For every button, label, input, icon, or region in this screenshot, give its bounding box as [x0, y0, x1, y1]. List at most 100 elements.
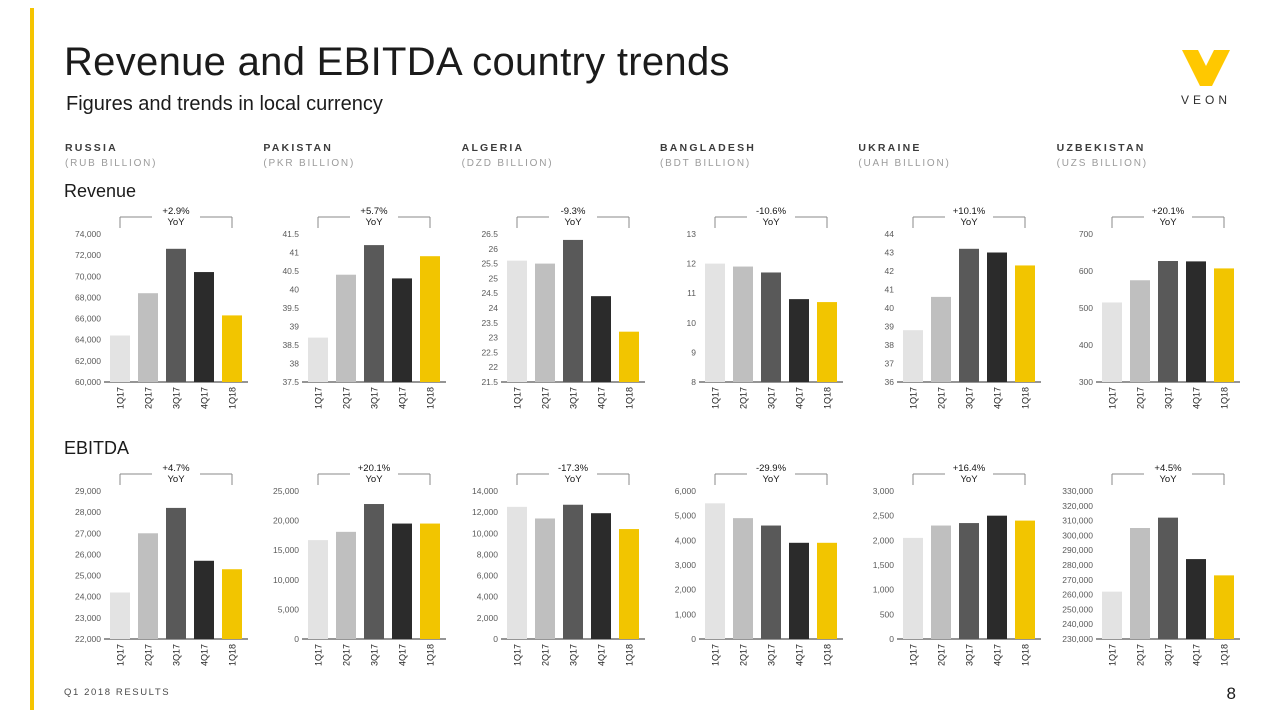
yoy-label: +10.1% YoY — [953, 206, 986, 228]
x-tick-label: 3Q17 — [568, 387, 578, 409]
y-tick-label: 3,000 — [675, 560, 697, 570]
country-unit: (DZD BILLION) — [461, 158, 554, 169]
country-name: PAKISTAN — [263, 142, 334, 154]
country-name: UZBEKISTAN — [1056, 142, 1146, 154]
y-tick-label: 25,000 — [273, 486, 299, 496]
yoy-label: +4.5% YoY — [1154, 463, 1182, 485]
bar-1q17 — [1101, 302, 1122, 382]
bar-4q17 — [590, 296, 611, 382]
y-tick-label: 38 — [885, 340, 895, 350]
y-tick-label: 22,000 — [75, 634, 101, 644]
y-tick-label: 23.5 — [481, 318, 498, 328]
bar-1q17 — [704, 503, 725, 639]
y-tick-label: 1,500 — [873, 560, 895, 570]
y-tick-label: 38 — [290, 359, 300, 369]
y-tick-label: 26 — [488, 244, 498, 254]
x-tick-label: 4Q17 — [993, 644, 1003, 666]
y-tick-label: 0 — [493, 634, 498, 644]
country-unit: (BDT BILLION) — [659, 158, 751, 169]
yoy-label: -10.6% YoY — [756, 206, 787, 228]
x-tick-label: 1Q17 — [116, 387, 126, 409]
x-tick-label: 2Q17 — [937, 644, 947, 666]
y-tick-label: 40.5 — [283, 266, 300, 276]
veon-logo: VEON — [1174, 50, 1238, 107]
y-tick-label: 26,000 — [75, 549, 101, 559]
bar-1q18 — [816, 542, 837, 639]
bar-4q17 — [987, 252, 1008, 382]
y-tick-label: 310,000 — [1062, 516, 1093, 526]
y-tick-label: 66,000 — [75, 314, 101, 324]
bar-1q18 — [618, 529, 639, 639]
x-tick-label: 2Q17 — [738, 644, 748, 666]
y-tick-label: 400 — [1078, 340, 1092, 350]
y-tick-label: 26.5 — [481, 229, 498, 239]
yoy-bracket — [516, 216, 630, 228]
x-tick-label: 4Q17 — [1191, 387, 1201, 409]
y-tick-label: 20,000 — [273, 516, 299, 526]
bar-2q17 — [732, 266, 753, 382]
y-tick-label: 260,000 — [1062, 590, 1093, 600]
y-tick-label: 36 — [885, 377, 895, 387]
y-tick-label: 8,000 — [476, 549, 498, 559]
y-tick-label: 2,000 — [476, 613, 498, 623]
bar-3q17 — [166, 248, 186, 382]
bar-3q17 — [760, 525, 781, 639]
bar-1q18 — [816, 302, 837, 382]
yoy-bracket — [714, 216, 828, 228]
bar-2q17 — [732, 518, 753, 639]
y-tick-label: 23 — [488, 333, 498, 343]
y-tick-label: 500 — [880, 609, 894, 619]
y-tick-label: 39 — [290, 322, 300, 332]
country-header-uzbekistan: UZBEKISTAN (UZS BILLION) — [1052, 142, 1250, 169]
country-name: BANGLADESH — [659, 142, 757, 154]
x-tick-label: 4Q17 — [794, 644, 804, 666]
yoy-label: +5.7% YoY — [361, 206, 389, 228]
x-tick-label: 1Q18 — [624, 644, 634, 666]
x-tick-label: 4Q17 — [596, 387, 606, 409]
y-tick-label: 41 — [290, 248, 300, 258]
y-tick-label: 11 — [687, 288, 696, 298]
chart-revenue-bangladesh: 8 9 10 11 12 13 1Q17 2Q17 3Q17 4Q17 1Q18 -10.6% YoY — [687, 206, 843, 409]
x-tick-label: 1Q17 — [710, 644, 720, 666]
bar-1q17 — [110, 592, 130, 639]
chart-ebitda-uzbekistan: 230,000 240,000 250,000 260,000 270,000 280,0… — [1062, 463, 1240, 666]
y-tick-label: 280,000 — [1062, 560, 1093, 570]
y-tick-label: 62,000 — [75, 356, 101, 366]
y-tick-label: 5,000 — [278, 604, 300, 614]
y-tick-label: 13 — [687, 229, 697, 239]
yoy-bracket — [714, 473, 828, 485]
y-tick-label: 4,000 — [675, 535, 697, 545]
y-tick-label: 41 — [885, 285, 895, 295]
x-tick-label: 1Q18 — [624, 387, 634, 409]
yoy-label: -29.9% YoY — [756, 463, 787, 485]
bar-1q18 — [222, 569, 242, 639]
bar-4q17 — [1185, 559, 1206, 639]
y-tick-label: 25,000 — [75, 571, 101, 581]
x-tick-label: 1Q18 — [228, 644, 238, 666]
country-unit: (RUB BILLION) — [65, 158, 158, 169]
country-header-russia: RUSSIA (RUB BILLION) — [60, 142, 258, 169]
bar-1q17 — [1101, 591, 1122, 639]
x-tick-label: 1Q17 — [1107, 644, 1117, 666]
y-tick-label: 10 — [687, 318, 697, 328]
x-tick-label: 3Q17 — [370, 644, 380, 666]
y-tick-label: 21.5 — [481, 377, 498, 387]
y-tick-label: 25.5 — [481, 259, 498, 269]
x-tick-label: 4Q17 — [200, 644, 210, 666]
y-tick-label: 1,000 — [675, 609, 697, 619]
y-tick-label: 2,500 — [873, 511, 895, 521]
y-tick-label: 10,000 — [472, 528, 498, 538]
y-tick-label: 10,000 — [273, 575, 299, 585]
x-tick-label: 1Q18 — [426, 387, 436, 409]
bar-3q17 — [1157, 261, 1178, 382]
bar-1q18 — [420, 523, 441, 639]
y-tick-label: 5,000 — [675, 511, 697, 521]
bar-3q17 — [562, 504, 583, 639]
x-tick-label: 4Q17 — [993, 387, 1003, 409]
x-tick-label: 4Q17 — [398, 644, 408, 666]
veon-logo-text: VEON — [1180, 93, 1231, 107]
y-tick-label: 2,000 — [675, 585, 697, 595]
country-name: ALGERIA — [461, 142, 525, 154]
bar-1q18 — [222, 315, 242, 382]
bar-3q17 — [166, 507, 186, 639]
